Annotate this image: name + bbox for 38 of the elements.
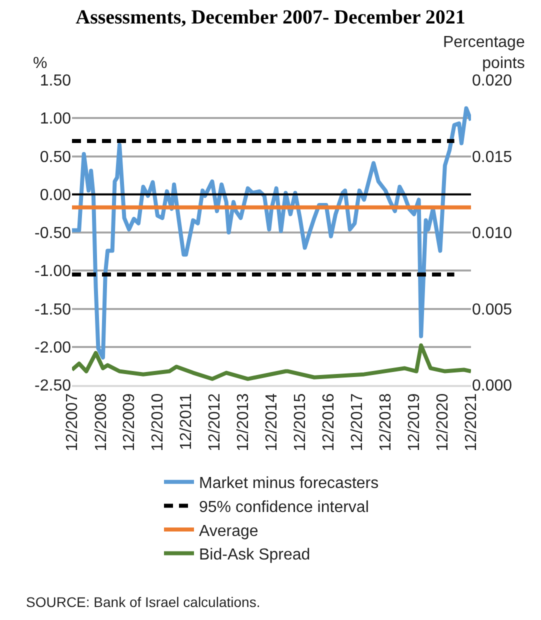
chart-title: Assessments, December 2007- December 2021	[76, 6, 466, 28]
x-tick-label: 12/2008	[92, 393, 110, 452]
y-axis-title: %	[33, 55, 48, 72]
y-tick-label: 0.00	[40, 186, 72, 204]
x-tick-label: 12/2012	[206, 393, 224, 452]
line-series	[72, 343, 471, 381]
legend-label: Market minus forecasters	[199, 475, 379, 492]
x-tick-label: 12/2016	[320, 393, 338, 452]
y2-tick-label: 0.005	[472, 301, 512, 318]
x-tick-label: 12/2007	[64, 393, 82, 452]
x-tick-label: 12/2018	[378, 393, 395, 452]
legend-label: 95% confidence interval	[199, 498, 369, 516]
y-tick-label: -0.50	[34, 225, 72, 242]
y-tick-label: -2.00	[34, 339, 72, 356]
y2-tick-label: 0.010	[472, 225, 512, 242]
x-tick-label: 12/2015	[292, 393, 310, 452]
y-tick-label: -1.00	[34, 263, 72, 280]
x-tick-label: 12/2010	[150, 393, 167, 452]
x-tick-label: 12/2019	[406, 393, 424, 452]
x-tick-label: 12/2021	[463, 393, 480, 452]
x-tick-label: 12/2011	[178, 393, 196, 450]
legend-label: Average	[199, 522, 258, 540]
x-tick-label: 12/2009	[121, 393, 138, 452]
y2-tick-label: 0.000	[472, 378, 512, 395]
x-tick-label: 12/2020	[434, 393, 452, 452]
x-tick-label: 12/2017	[349, 393, 366, 452]
y-tick-label: 0.50	[40, 148, 72, 166]
y-tick-label: 1.50	[40, 72, 72, 90]
x-tick-label: 12/2014	[264, 393, 281, 452]
y2-tick-label: 0.020	[472, 72, 512, 90]
y-tick-label: 1.00	[40, 110, 72, 128]
y2-tick-label: 0.015	[472, 148, 512, 166]
y-tick-label: -1.50	[34, 301, 72, 318]
source-note: SOURCE: Bank of Israel calculations.	[26, 594, 260, 610]
x-tick-label: 12/2013	[235, 393, 252, 452]
y-tick-label: -2.50	[34, 378, 72, 395]
legend-label: Bid-Ask Spread	[199, 546, 310, 564]
y2-axis-title: Percentage points	[443, 34, 525, 72]
